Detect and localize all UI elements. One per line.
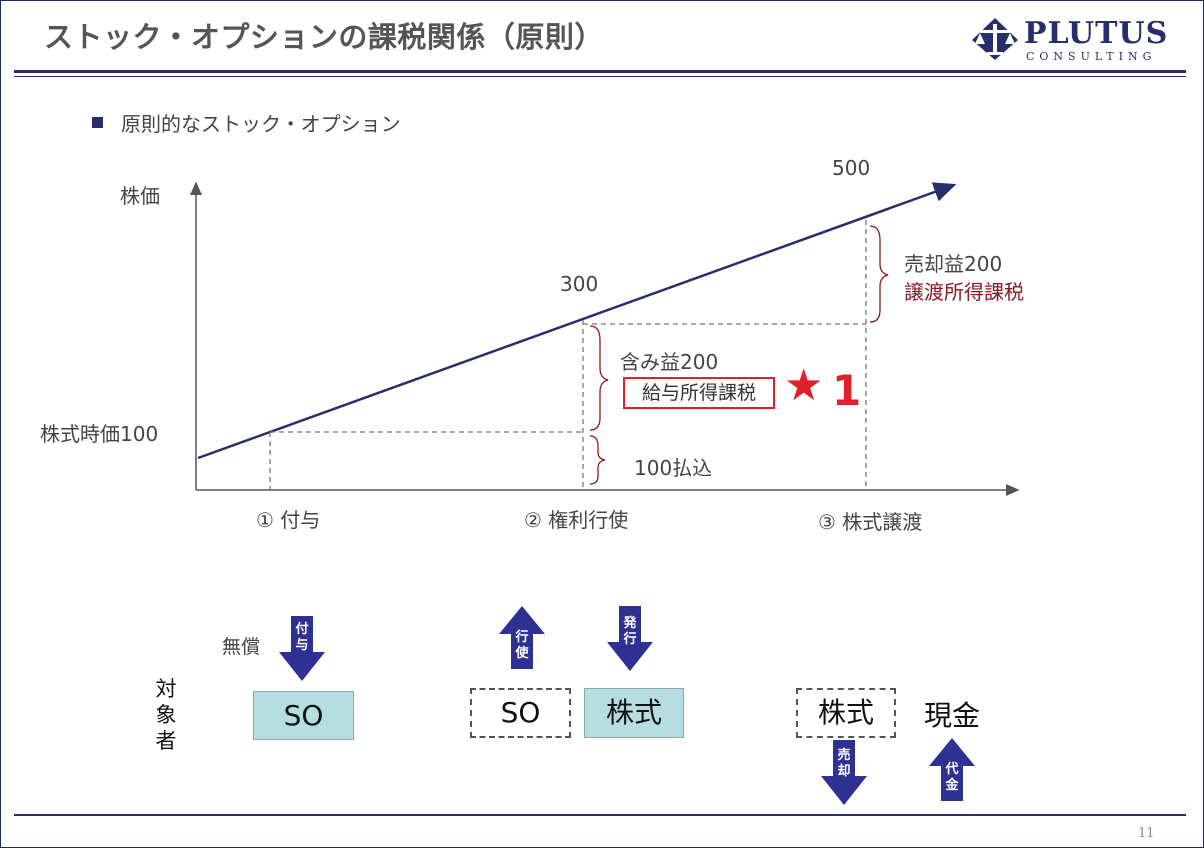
free-grant-label: 無償 [222,636,261,658]
star-number: 1 [832,366,862,415]
price-label-300: 300 [560,272,599,296]
exercise-arrow-label: 行使 [515,630,529,661]
logo-wordmark: PLUTUS [1024,16,1169,51]
logo-subtext: CONSULTING [1026,50,1157,63]
section-heading: 原則的なストック・オプション [121,112,401,136]
star-icon: ★ [784,360,824,411]
salary-tax-box: 給与所得課税 [623,377,775,409]
grant-arrow-icon [279,616,325,681]
slide-title: ストック・オプションの課税関係（原則） [44,20,604,54]
y-axis-label: 株価 [120,184,160,208]
stock-price-chart [190,181,1020,496]
brace-sale [869,225,889,323]
price-label-500: 500 [832,156,871,180]
stage-grant-label: ① 付与 [256,508,321,532]
sale-gain-label: 売却益200 [904,252,1003,276]
sale-arrow-icon [821,740,867,805]
exercise-stock-box: 株式 [584,688,684,738]
grant-so-box: SO [253,691,354,740]
header-rule-thin [14,76,1186,77]
brace-payment [589,435,606,485]
proceeds-arrow-label: 代金 [945,762,959,793]
cash-label: 現金 [924,699,981,732]
page-number: 11 [1138,826,1155,841]
issue-arrow-label: 発行 [623,616,637,647]
issue-arrow-icon [607,606,653,671]
transfer-tax-label: 譲渡所得課税 [904,280,1024,304]
price-label-100: 株式時価100 [40,422,159,446]
square-bullet-icon [92,117,103,128]
plutus-logo: PLUTUS CONSULTING [968,14,1183,64]
scales-emblem-icon [972,18,1018,60]
stage-transfer-label: ③ 株式譲渡 [818,510,923,534]
transfer-stock-box: 株式 [796,688,896,738]
stage-exercise-label: ② 権利行使 [524,508,629,532]
target-person-label: 対象者 [155,677,177,753]
section-bullet: 原則的なストック・オプション [92,108,401,137]
exercise-arrow-icon [499,606,545,669]
payment-label: 100払込 [634,456,713,480]
exercise-so-box: SO [470,688,571,738]
sale-arrow-label: 売却 [837,748,851,779]
price-line [197,182,957,460]
footer-rule [14,814,1186,816]
grant-arrow-label: 付与 [295,622,309,653]
header-rule-thick [14,70,1186,73]
unrealized-gain-label: 含み益200 [620,350,719,374]
brace-gain [589,325,609,431]
proceeds-arrow-icon [929,738,975,801]
